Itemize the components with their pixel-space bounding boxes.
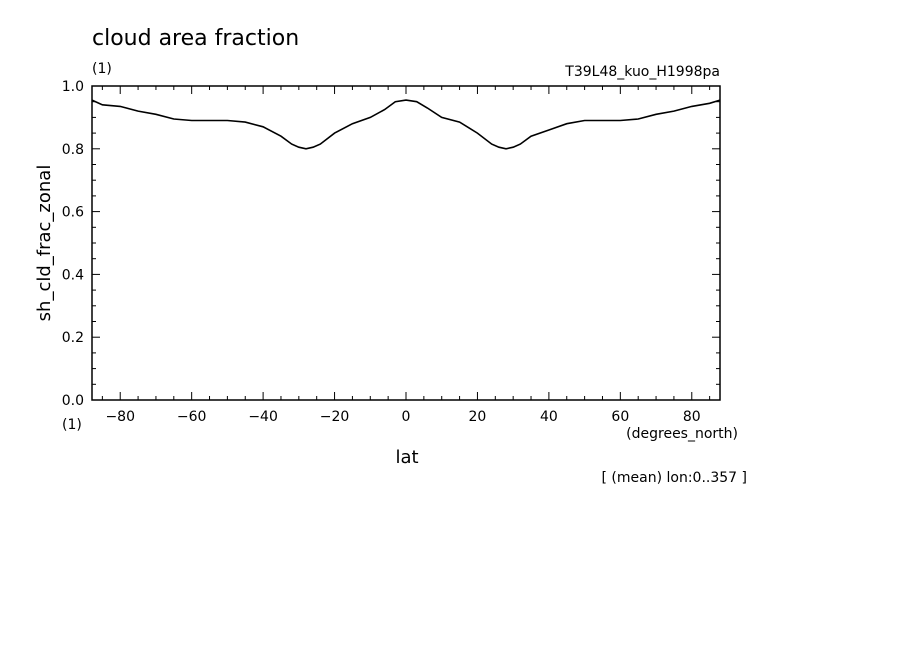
x-tick-label: 0 — [402, 409, 411, 425]
x-tick-label: −40 — [248, 409, 278, 425]
x-tick-label: 60 — [611, 409, 629, 425]
y-tick-labels: 0.0 0.2 0.4 0.6 0.8 1.0 — [62, 79, 84, 409]
y-tick-label: 0.6 — [62, 205, 84, 221]
x-tick-label: 40 — [540, 409, 558, 425]
y-units-label: (1) — [62, 417, 82, 433]
x-tick-label: −20 — [320, 409, 350, 425]
y-axis-label: sh_cld_frac_zonal — [34, 165, 55, 322]
chart-units: (1) — [92, 61, 112, 77]
x-tick-label: 20 — [469, 409, 487, 425]
y-tick-label: 0.0 — [62, 393, 84, 409]
axes — [91, 85, 721, 401]
y-tick-label: 1.0 — [62, 79, 84, 95]
series-line — [91, 99, 721, 150]
x-axis-label: lat — [395, 447, 418, 468]
footer-note: [ (mean) lon:0..357 ] — [602, 470, 747, 486]
plot-frame — [91, 85, 721, 401]
x-tick-label: −80 — [105, 409, 135, 425]
y-tick-label: 0.4 — [62, 267, 84, 283]
x-tick-label: 80 — [683, 409, 701, 425]
x-tick-labels: −80 −60 −40 −20 0 20 40 60 80 — [105, 409, 700, 425]
chart-title: cloud area fraction — [92, 26, 299, 51]
y-tick-label: 0.2 — [62, 330, 84, 346]
x-tick-label: −60 — [177, 409, 207, 425]
run-label: T39L48_kuo_H1998pa — [564, 64, 720, 80]
x-units-label: (degrees_north) — [626, 426, 738, 442]
y-tick-label: 0.8 — [62, 142, 84, 158]
